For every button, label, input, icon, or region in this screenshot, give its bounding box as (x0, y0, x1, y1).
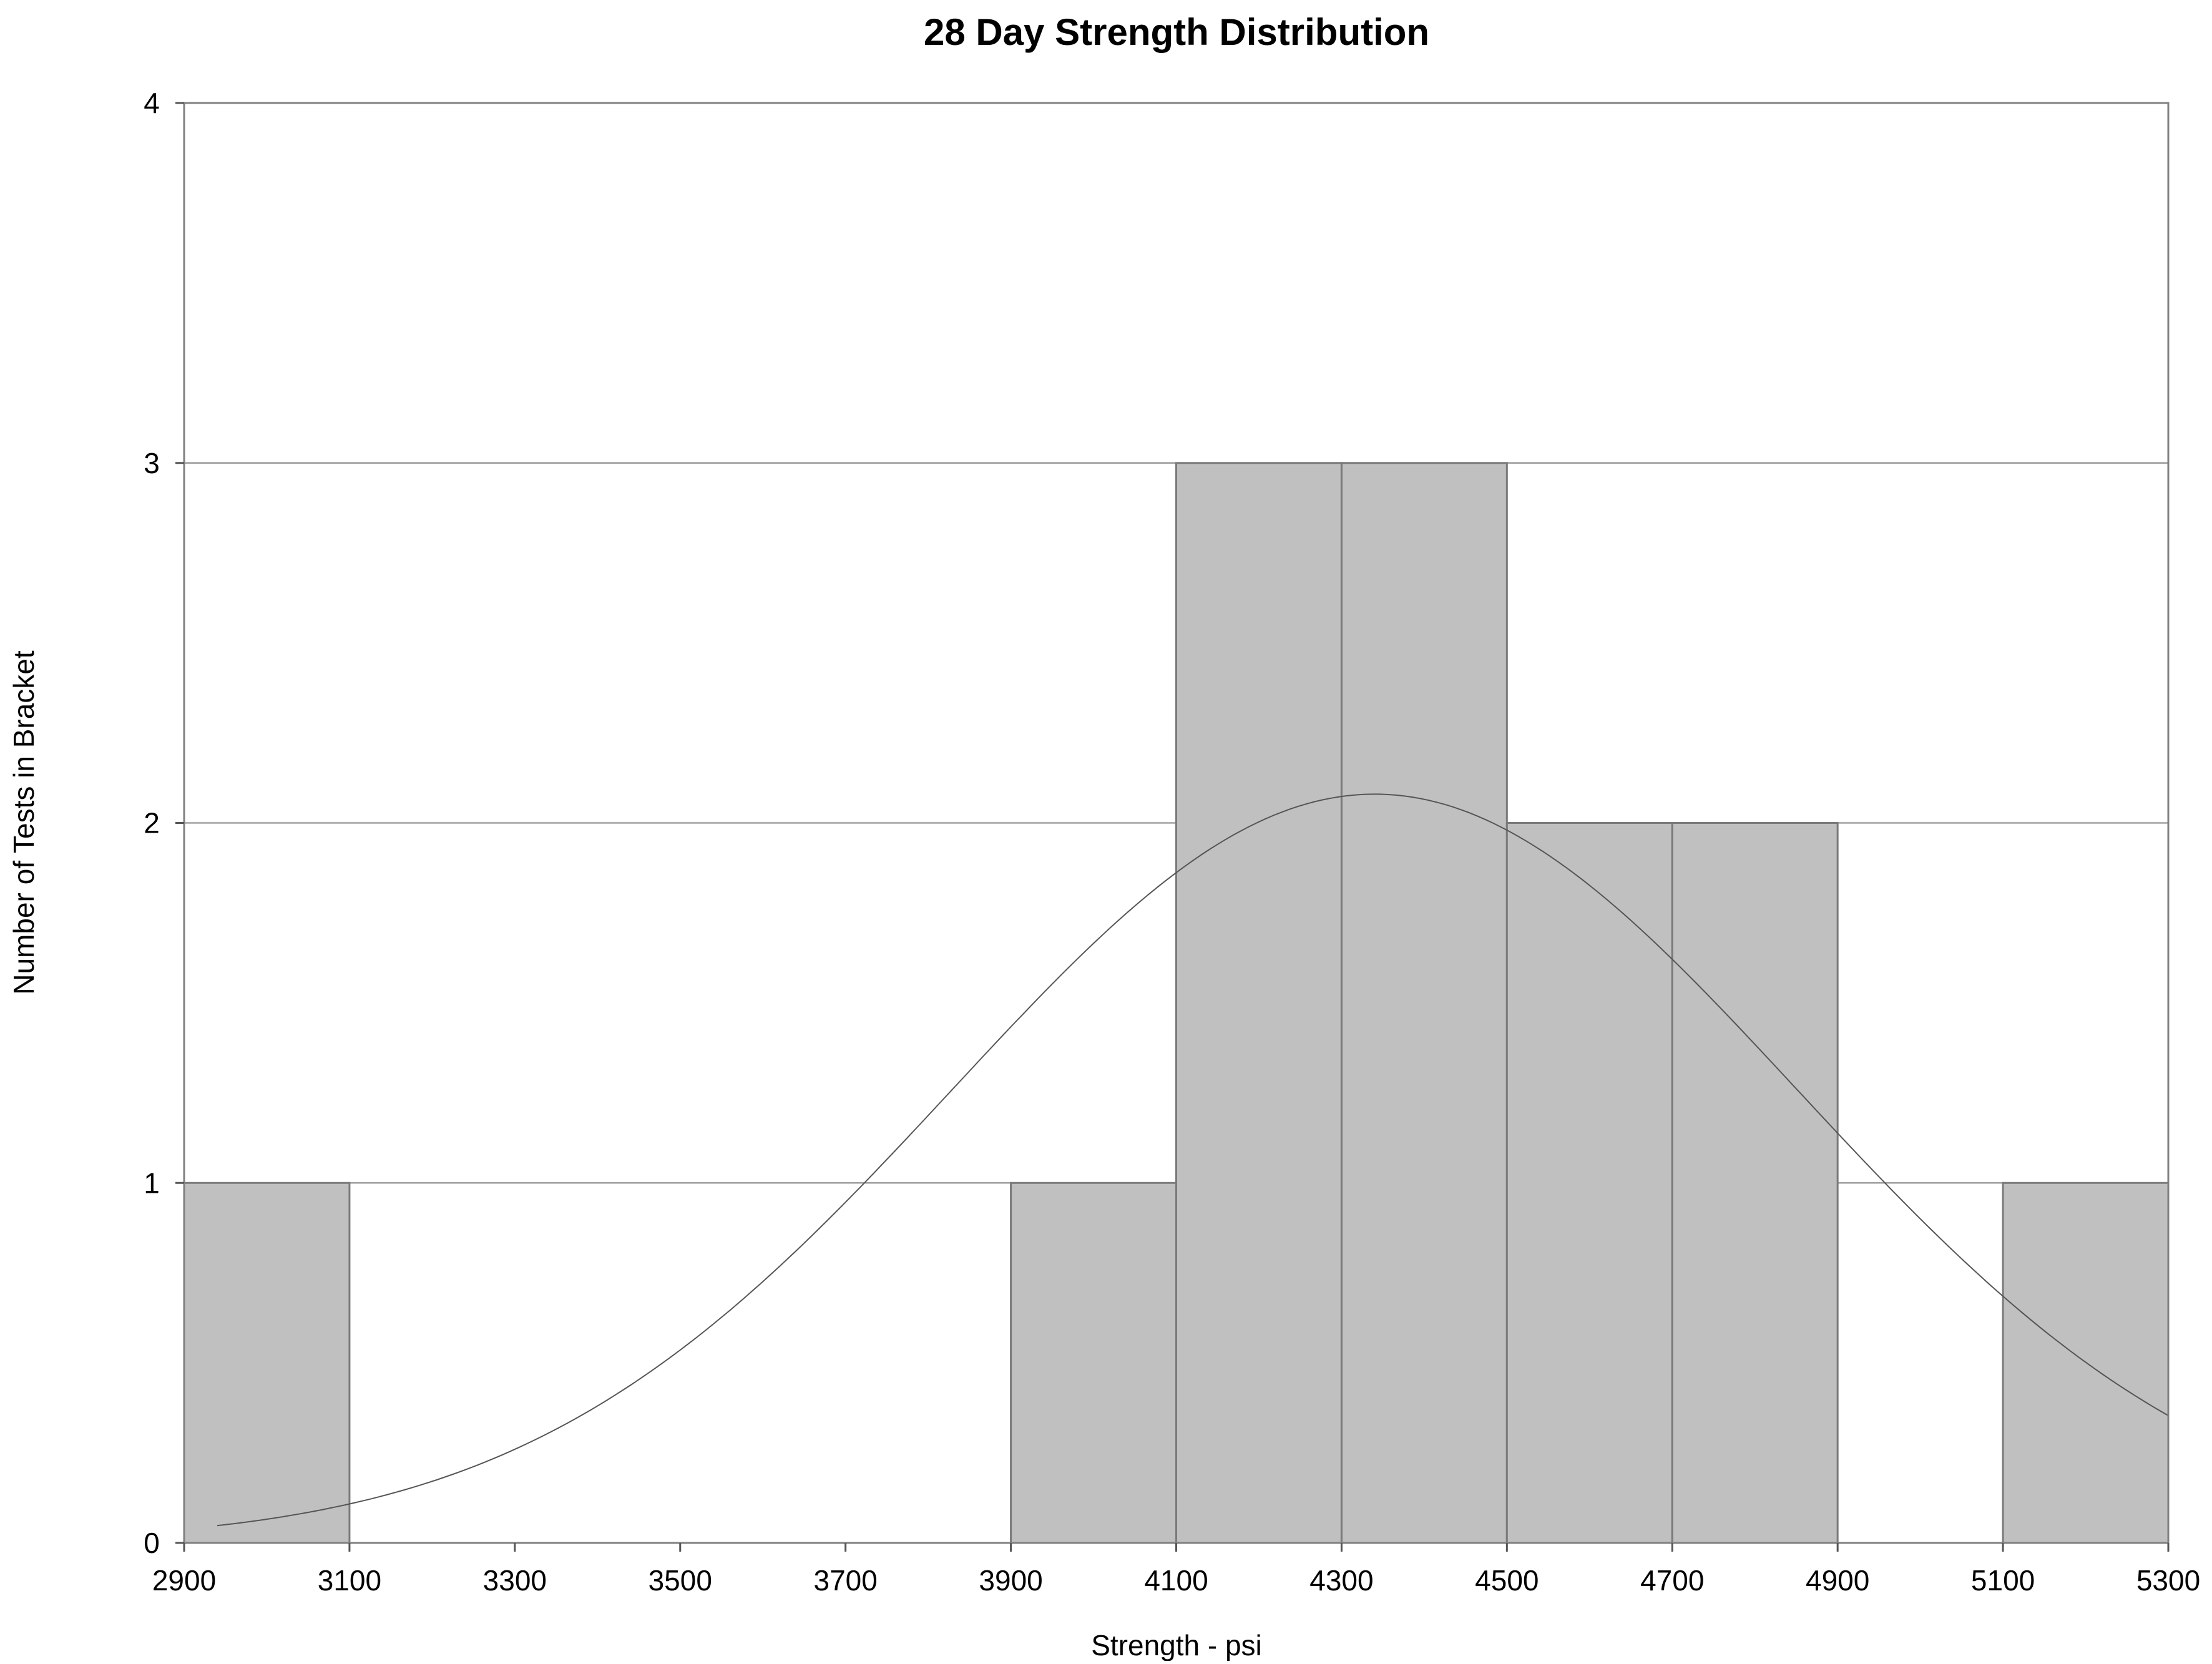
x-tick-label-1: 3100 (318, 1564, 381, 1597)
histogram-bars (183, 462, 2170, 1544)
x-tick-label-2: 3300 (483, 1564, 547, 1597)
x-tick-label-12: 5300 (2136, 1564, 2200, 1597)
bar-4700-4900 (1671, 822, 1839, 1544)
x-tick-label-11: 5100 (1971, 1564, 2035, 1597)
y-axis: 0 1 2 3 4 (144, 87, 184, 1559)
normal-distribution-curve (217, 793, 2169, 1527)
bar-4300-4500 (1340, 462, 1508, 1544)
y-tick-label-0: 0 (144, 1527, 160, 1559)
y-tick-label-1: 1 (144, 1167, 160, 1199)
x-tick-label-8: 4500 (1475, 1564, 1539, 1597)
x-axis-label: Strength - psi (1091, 1629, 1262, 1661)
y-tick-label-2: 2 (144, 807, 160, 839)
bar-4500-4700 (1505, 822, 1673, 1544)
chart-title: 28 Day Strength Distribution (924, 11, 1429, 53)
x-tick-label-6: 4100 (1144, 1564, 1208, 1597)
bar-3900-4100 (1010, 1182, 1178, 1544)
x-tick-label-4: 3700 (813, 1564, 877, 1597)
y-tick-label-4: 4 (144, 87, 160, 119)
x-tick-label-5: 3900 (979, 1564, 1042, 1597)
x-tick-label-10: 4900 (1806, 1564, 1869, 1597)
x-tick-label-0: 2900 (152, 1564, 216, 1597)
bar-2900-3100 (183, 1182, 351, 1544)
x-tick-label-3: 3500 (648, 1564, 712, 1597)
x-axis: 2900 3100 3300 3500 3700 3900 4100 4300 4500 4700… (152, 1543, 2200, 1597)
y-tick-label-3: 3 (144, 447, 160, 479)
bar-4100-4300 (1175, 462, 1343, 1544)
y-axis-label: Number of Tests in Bracket (7, 650, 40, 995)
x-tick-label-9: 4700 (1640, 1564, 1704, 1597)
x-tick-label-7: 4300 (1309, 1564, 1373, 1597)
